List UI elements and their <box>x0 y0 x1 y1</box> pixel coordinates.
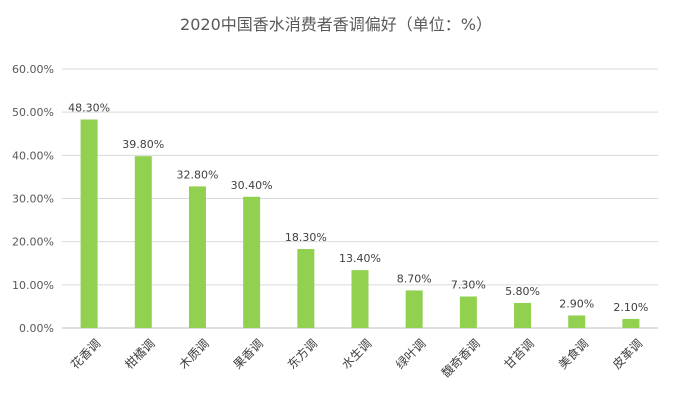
y-tick-label: 50.00% <box>12 106 54 119</box>
bar <box>514 302 532 328</box>
bar <box>459 296 477 328</box>
x-category-label: 花香调 <box>67 336 103 372</box>
y-tick-label: 20.00% <box>12 236 54 249</box>
bar <box>188 186 206 328</box>
y-tick-label: 40.00% <box>12 149 54 162</box>
data-label: 5.80% <box>505 285 540 298</box>
x-category-label: 水生调 <box>339 336 374 371</box>
data-label: 30.40% <box>231 179 273 192</box>
data-label: 8.70% <box>397 272 432 285</box>
x-category-label: 甘苔调 <box>502 336 537 371</box>
y-axis-ticks: 0.00% 10.00% 20.00% 30.00% 40.00% 50.00% 60.00… <box>12 63 54 335</box>
data-label: 2.10% <box>613 301 648 314</box>
bar <box>297 249 315 328</box>
bar <box>405 290 423 328</box>
data-label: 13.40% <box>339 252 381 265</box>
x-category-label: 东方调 <box>284 336 320 372</box>
data-label: 32.80% <box>176 168 218 181</box>
data-label: 48.30% <box>68 102 110 115</box>
bar <box>622 318 640 328</box>
bar <box>134 156 152 328</box>
y-tick-label: 0.00% <box>19 322 54 335</box>
data-labels: 48.30% 39.80% 32.80% 30.40% 18.30% 13.40% 8.70… <box>68 102 648 314</box>
bar <box>351 270 369 328</box>
data-label: 7.30% <box>451 278 486 291</box>
x-category-label: 绿叶调 <box>392 336 428 372</box>
x-axis-categories: 花香调 柑橘调 木质调 果香调 东方调 水生调 绿叶调 馥奇香调 甘苔调 美食调 皮革调 <box>67 336 645 381</box>
x-category-label: 美食调 <box>555 336 591 372</box>
bars <box>80 119 640 328</box>
x-category-label: 馥奇香调 <box>439 336 483 380</box>
data-label: 2.90% <box>559 297 594 310</box>
x-category-label: 皮革调 <box>610 336 645 371</box>
bar <box>243 196 261 328</box>
x-category-label: 木质调 <box>176 336 211 371</box>
y-tick-label: 10.00% <box>12 279 54 292</box>
x-category-label: 果香调 <box>231 336 266 371</box>
bar <box>568 315 586 328</box>
y-tick-label: 60.00% <box>12 63 54 76</box>
x-category-label: 柑橘调 <box>122 336 158 372</box>
data-label: 18.30% <box>285 231 327 244</box>
data-label: 39.80% <box>122 138 164 151</box>
chart-title: 2020中国香水消费者香调偏好（单位：%） <box>180 15 492 34</box>
bar <box>80 119 98 328</box>
gridlines <box>62 68 658 329</box>
y-tick-label: 30.00% <box>12 193 54 206</box>
